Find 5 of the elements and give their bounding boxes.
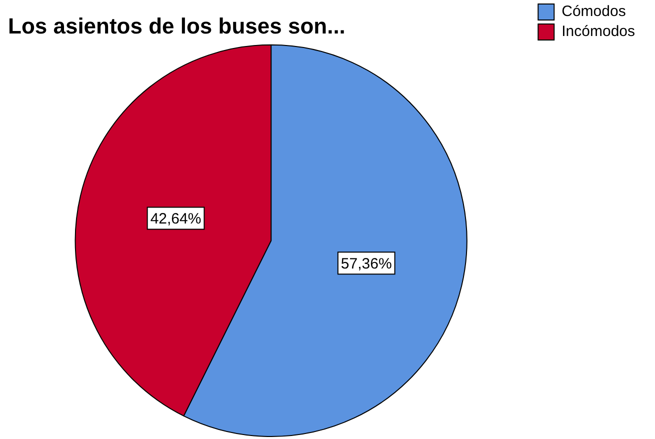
data-label: 42,64% <box>150 210 202 228</box>
text: Los asientos de los buses son... <box>8 13 346 38</box>
legend-label: Incómodos <box>562 23 635 40</box>
legend-label: Cómodos <box>562 3 626 20</box>
data-label: 57,36% <box>340 255 392 272</box>
